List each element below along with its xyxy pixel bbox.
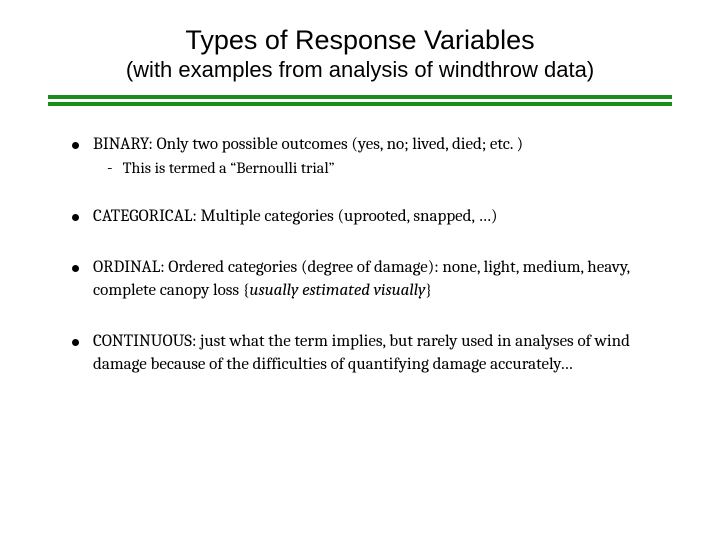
bullet-item: ORDINAL: Ordered categories (degree of d… (72, 257, 672, 303)
bullet-body: CATEGORICAL: Multiple categories (uproot… (93, 206, 498, 229)
bullet-text: CONTINUOUS: just what the term implies, … (93, 331, 672, 377)
bullet-icon (72, 265, 79, 272)
sub-bullet-item: -This is termed a “Bernoulli trial” (93, 159, 523, 178)
bullet-body: BINARY: Only two possible outcomes (yes,… (93, 134, 523, 178)
bullet-list: BINARY: Only two possible outcomes (yes,… (48, 134, 672, 377)
bullet-body: ORDINAL: Ordered categories (degree of d… (93, 257, 672, 303)
bullet-item: BINARY: Only two possible outcomes (yes,… (72, 134, 672, 178)
divider (48, 95, 672, 106)
dash-icon: - (107, 159, 113, 178)
bullet-icon (72, 339, 79, 346)
divider-line-bottom (48, 102, 672, 106)
bullet-text: CATEGORICAL: Multiple categories (uproot… (93, 206, 498, 229)
slide-title: Types of Response Variables (48, 24, 672, 56)
bullet-item: CONTINUOUS: just what the term implies, … (72, 331, 672, 377)
bullet-icon (72, 142, 79, 149)
bullet-text: ORDINAL: Ordered categories (degree of d… (93, 257, 672, 303)
title-block: Types of Response Variables (with exampl… (48, 24, 672, 85)
slide: Types of Response Variables (with exampl… (0, 0, 720, 540)
sub-bullet-text: This is termed a “Bernoulli trial” (123, 159, 335, 177)
bullet-body: CONTINUOUS: just what the term implies, … (93, 331, 672, 377)
slide-subtitle: (with examples from analysis of windthro… (48, 56, 672, 85)
bullet-icon (72, 214, 79, 221)
bullet-text: BINARY: Only two possible outcomes (yes,… (93, 134, 523, 157)
bullet-item: CATEGORICAL: Multiple categories (uproot… (72, 206, 672, 229)
